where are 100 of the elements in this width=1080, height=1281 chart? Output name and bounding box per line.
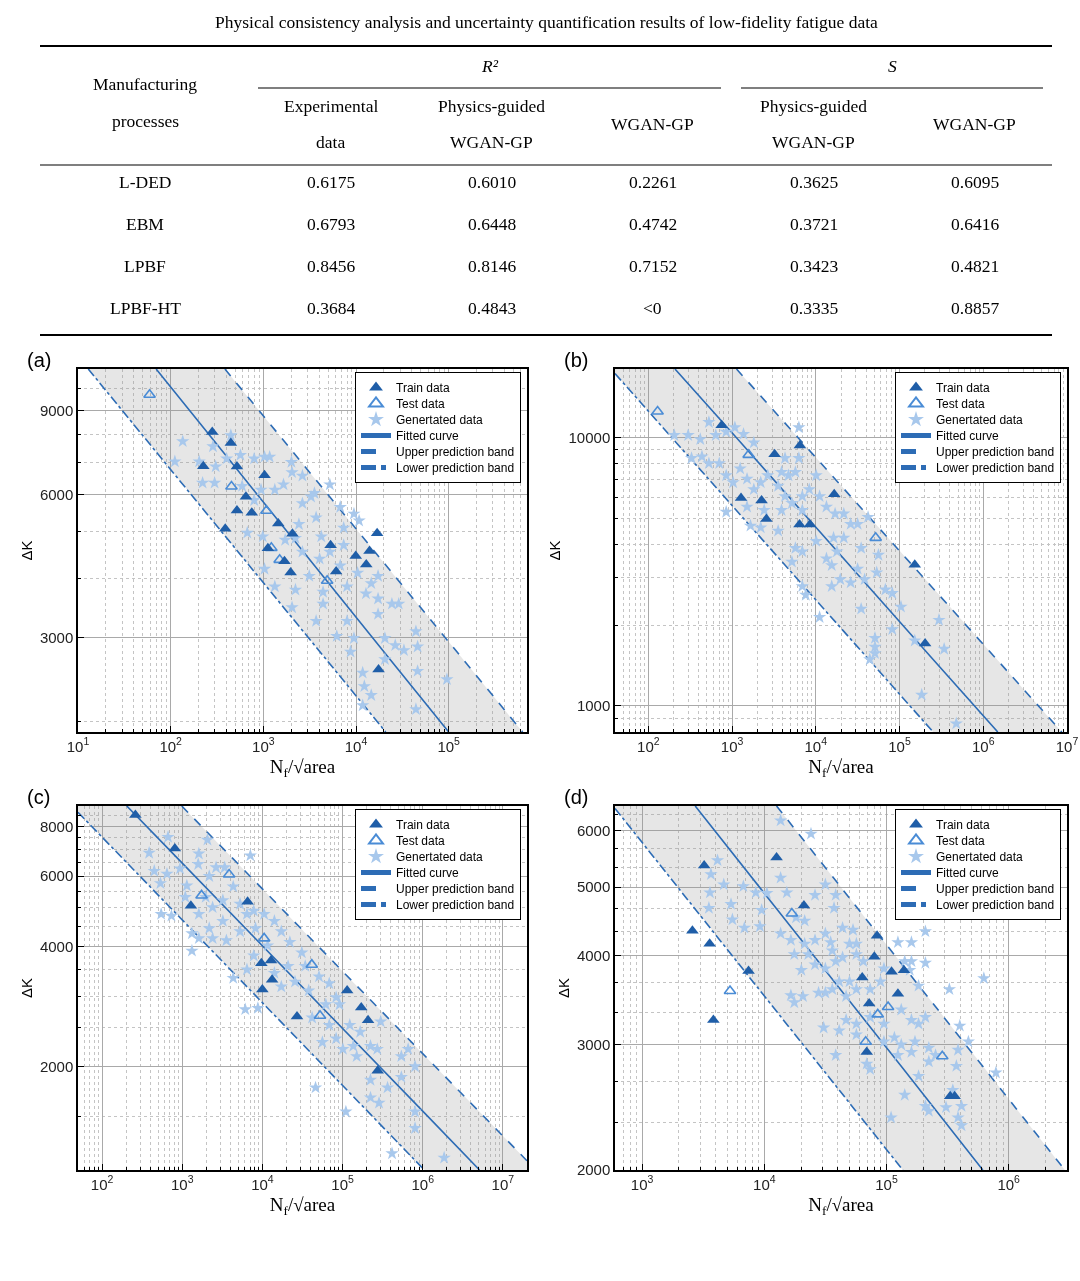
y-tick-label: 8000: [39, 817, 74, 835]
chart-title: (b): [564, 349, 589, 371]
x-tick-label: 10$^{4}$: [804, 735, 828, 755]
text: 0.3684: [307, 298, 356, 318]
category-label: WGAN-GP: [933, 114, 1016, 134]
text: 0.4843: [468, 298, 517, 318]
legend-label: Test data: [936, 397, 986, 412]
category-label: Experimental data: [284, 96, 379, 152]
category-label: Physics-guided WGAN-GP: [438, 96, 546, 152]
legend-label: Upper prediction band: [396, 882, 515, 897]
text: 0.4742: [629, 214, 678, 234]
x-axis-title: N$_{f}$/√area: [808, 1194, 875, 1219]
y-tick-label: 2000: [39, 1057, 74, 1075]
y-tick-label: 3000: [39, 628, 74, 646]
x-tick-label: 10$^{5}$: [331, 1173, 354, 1193]
text: 0.3335: [790, 298, 839, 318]
legend-label: Genertated data: [936, 413, 1024, 428]
text: 0.3625: [790, 172, 839, 192]
y-tick-label: 4000: [39, 937, 74, 955]
legend-label: Upper prediction band: [936, 882, 1055, 897]
text: 0.6010: [468, 172, 517, 192]
y-axis-title: ΔK: [546, 540, 564, 561]
text: Physical consistency analysis and uncertainty quantification results of low-fidelity fatigue data: [215, 12, 879, 32]
text: S: [888, 56, 897, 76]
text: 0.6416: [951, 214, 1000, 234]
x-tick-label: 10$^{6}$: [971, 735, 995, 755]
category-label: WGAN-GP: [611, 114, 694, 134]
category-label: LPBF-HT: [110, 298, 181, 318]
x-tick-label: 10$^{3}$: [630, 1173, 654, 1193]
legend-label: Fitted curve: [936, 429, 1000, 444]
text: <0: [643, 298, 662, 318]
legend-label: Lower prediction band: [936, 461, 1055, 476]
x-tick-label: 10$^{3}$: [252, 735, 275, 755]
text: 0.2261: [629, 172, 678, 192]
x-axis-title: N$_{f}$/√area: [269, 1194, 336, 1219]
y-axis-title: ΔK: [17, 540, 35, 561]
x-axis-title: N$_{f}$/√area: [269, 756, 336, 781]
x-tick-label: 10$^{3}$: [171, 1173, 194, 1193]
x-tick-label: 10$^{6}$: [411, 1173, 435, 1193]
y-tick-label: 3000: [576, 1036, 611, 1054]
y-tick-label: 6000: [39, 485, 74, 503]
category-label: Physics-guided WGAN-GP: [760, 96, 868, 152]
text: 0.6793: [307, 214, 356, 234]
legend-label: Train data: [396, 381, 450, 396]
text: R²: [481, 56, 499, 76]
y-tick-label: 9000: [39, 401, 74, 419]
text: 0.7152: [629, 256, 678, 276]
category-label: EBM: [126, 214, 164, 234]
x-tick-label: 10$^{4}$: [251, 1173, 274, 1193]
y-tick-label: 4000: [576, 947, 611, 965]
legend-label: Upper prediction band: [936, 445, 1055, 460]
y-tick-label: 6000: [576, 821, 611, 839]
text: 0.6175: [307, 172, 356, 192]
text: 0.3721: [790, 214, 839, 234]
x-tick-label: 10$^{6}$: [997, 1173, 1021, 1193]
legend-label: Genertated data: [936, 850, 1024, 865]
chart-title: (c): [27, 786, 51, 808]
x-tick-label: 10$^{5}$: [437, 735, 461, 755]
legend-label: Lower prediction band: [396, 898, 515, 913]
text: 0.8146: [468, 256, 517, 276]
legend-label: Test data: [396, 834, 446, 849]
chart-title: (d): [564, 786, 589, 808]
legend-label: Fitted curve: [936, 866, 1000, 881]
legend-label: Genertated data: [396, 850, 484, 865]
legend-label: Fitted curve: [396, 429, 460, 444]
legend-label: Test data: [396, 397, 446, 412]
y-tick-label: 2000: [576, 1161, 611, 1179]
x-tick-label: 10$^{2}$: [637, 735, 660, 755]
x-tick-label: 10$^{4}$: [753, 1173, 776, 1193]
x-tick-label: 10$^{2}$: [90, 1173, 114, 1193]
legend-label: Test data: [936, 834, 986, 849]
text: 0.3423: [790, 256, 839, 276]
x-tick-label: 10$^{7}$: [1055, 735, 1079, 755]
category-label: LPBF: [124, 256, 166, 276]
x-tick-label: 10$^{4}$: [344, 735, 368, 755]
y-tick-label: 6000: [39, 867, 74, 885]
x-tick-label: 10$^{3}$: [720, 735, 744, 755]
x-tick-label: 10$^{1}$: [66, 735, 90, 755]
y-tick-label: 1000: [576, 697, 611, 715]
legend-label: Train data: [396, 818, 450, 833]
text: 0.6448: [468, 214, 517, 234]
legend-label: Genertated data: [396, 413, 484, 428]
y-axis-title: ΔK: [17, 977, 35, 999]
legend-label: Fitted curve: [396, 866, 460, 881]
text: 0.4821: [951, 256, 1000, 276]
text: 0.8857: [951, 298, 1000, 318]
chart-title: (a): [27, 349, 52, 371]
x-axis-title: N$_{f}$/√area: [808, 756, 875, 781]
text: 0.8456: [307, 256, 356, 276]
text: Manufacturing processes: [93, 74, 198, 131]
y-axis-title: ΔK: [554, 977, 572, 999]
legend-label: Lower prediction band: [396, 461, 515, 476]
x-tick-label: 10$^{5}$: [875, 1173, 898, 1193]
legend-label: Lower prediction band: [936, 898, 1055, 913]
x-tick-label: 10$^{2}$: [159, 735, 183, 755]
legend-label: Upper prediction band: [396, 445, 515, 460]
x-tick-label: 10$^{7}$: [491, 1173, 515, 1193]
y-tick-label: 10000: [568, 428, 611, 446]
text: 0.6095: [951, 172, 1000, 192]
category-label: L-DED: [119, 172, 172, 192]
